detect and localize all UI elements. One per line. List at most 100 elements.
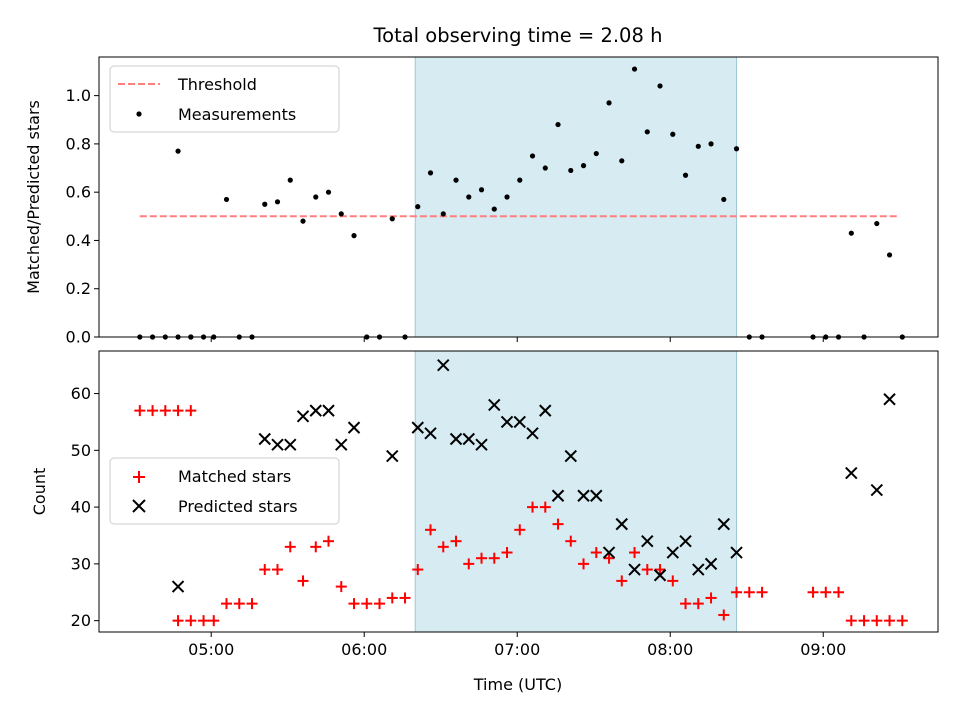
predicted-star-point [845, 466, 858, 480]
predicted-star-point [386, 449, 399, 463]
matched-star-point [221, 598, 233, 610]
measurement-point [708, 141, 714, 147]
matched-star-point [641, 564, 653, 576]
measurement-point [478, 187, 485, 193]
predicted-star-point [462, 432, 475, 446]
matched-legend-swatch [133, 471, 145, 483]
matched-star-point [667, 575, 679, 587]
predicted-star-point [704, 557, 718, 571]
measurement-point [325, 189, 332, 195]
x-tick-label: 09:00 [800, 640, 846, 659]
measurement-point [631, 66, 638, 72]
predicted-star-point [526, 427, 539, 440]
y-tick-label: 0.8 [66, 134, 91, 153]
y-tick-label: 30 [71, 554, 91, 573]
predicted-star-point [666, 546, 679, 559]
measurement-point [733, 146, 740, 152]
measurement-point [517, 177, 523, 183]
matched-star-point [134, 405, 146, 417]
predicted-stars-series [171, 358, 896, 593]
predicted-star-point [271, 438, 284, 451]
measurement-point [389, 216, 395, 222]
predicted-star-point [883, 393, 896, 406]
predicted-star-point [347, 421, 361, 434]
ratio-panel: 0.0 0.2 0.4 0.6 0.8 1.0 Matched/Predicted sta… [24, 56, 939, 347]
matched-star-point [386, 592, 398, 604]
measurement-point [644, 129, 650, 135]
matched-star-point [246, 598, 258, 610]
matched-star-point [259, 564, 271, 576]
matched-star-point [858, 615, 870, 627]
predicted-star-point [449, 432, 463, 446]
matched-star-point [147, 405, 159, 417]
matched-star-point [310, 541, 322, 553]
measurement-point [568, 167, 574, 174]
predicted-star-point [500, 415, 514, 429]
predicted-star-point [730, 546, 743, 559]
ratio-y-axis: 0.0 0.2 0.4 0.6 0.8 1.0 [66, 86, 99, 347]
matched-star-point [185, 615, 197, 627]
matched-star-point [437, 541, 449, 553]
measurement-point [313, 194, 319, 200]
x-axis-label: Time (UTC) [473, 675, 562, 694]
observing-window-shade-lower [414, 350, 738, 633]
predicted-star-point [296, 410, 310, 423]
predicted-star-point [590, 489, 603, 502]
measurement-point [695, 143, 701, 149]
matched-star-point [718, 609, 730, 621]
predicted-star-point [335, 438, 348, 451]
matched-star-point [654, 564, 666, 576]
predicted-star-point [577, 489, 590, 502]
predicted-star-point [322, 404, 335, 417]
matched-star-point [527, 501, 539, 513]
matched-star-point [425, 524, 437, 536]
matched-star-point [412, 564, 424, 576]
measurement-point [721, 196, 727, 203]
y-tick-label: 0.4 [66, 231, 91, 250]
measurement-point [874, 220, 880, 227]
count-x-axis: 05:00 06:00 07:00 08:00 09:00 [188, 632, 846, 659]
measurement-point [338, 211, 344, 217]
measurement-point [886, 252, 893, 258]
matched-star-point [820, 586, 832, 598]
y-tick-label: 1.0 [66, 86, 91, 105]
measurement-point [300, 218, 306, 224]
predicted-star-point [475, 438, 488, 451]
matched-star-point [159, 405, 171, 417]
ratio-legend: Threshold Measurements [109, 65, 340, 133]
count-panel: 05:00 06:00 07:00 08:00 09:00 20 30 40 50 60 Cou… [30, 350, 939, 694]
matched-star-point [399, 592, 411, 604]
chart-title: Total observing time = 2.08 h [373, 24, 663, 47]
matched-star-point [603, 552, 615, 564]
x-tick-label: 06:00 [341, 640, 387, 659]
measurement-point [555, 121, 561, 128]
matched-star-point [565, 535, 577, 547]
count-legend: Matched stars Predicted stars [109, 457, 340, 525]
y-tick-label: 0.2 [66, 279, 91, 298]
measurement-point [175, 148, 181, 154]
predicted-star-point [679, 534, 692, 548]
predicted-legend-label: Predicted stars [178, 497, 298, 516]
measurement-point [287, 177, 293, 183]
predicted-star-point [551, 489, 565, 502]
observing-window-shade [414, 56, 738, 338]
x-tick-label: 08:00 [647, 640, 693, 659]
measurement-point [427, 170, 434, 176]
matched-stars-series [134, 405, 908, 627]
measurement-point [491, 206, 497, 212]
count-panel-frame [98, 350, 939, 633]
ratio-panel-frame [98, 56, 939, 338]
predicted-star-point [284, 438, 297, 451]
ratio-x-axis [210, 337, 824, 342]
matched-star-point [552, 518, 564, 530]
matched-star-point [208, 615, 220, 627]
matched-star-point [450, 535, 462, 547]
predicted-star-point [411, 421, 424, 434]
measurements-legend-label: Measurements [178, 105, 296, 124]
measurement-point [606, 100, 612, 106]
matched-star-point [374, 598, 386, 610]
measurement-point [542, 165, 548, 171]
matched-star-point [361, 598, 373, 610]
measurement-point [848, 230, 854, 236]
